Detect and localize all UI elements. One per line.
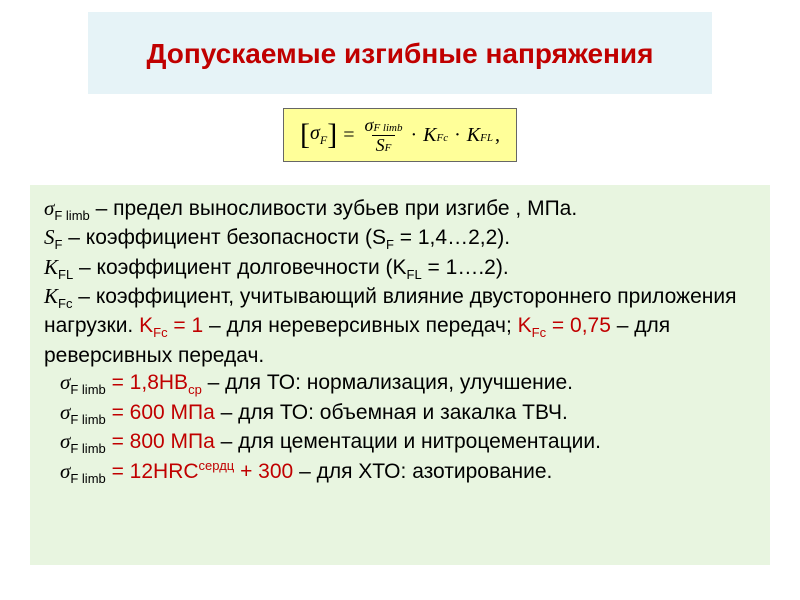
c2-text: – для цементации и нитроцементации. bbox=[215, 430, 601, 453]
def4-r2-pre: K bbox=[518, 314, 532, 337]
c1-text: – для ТО: объемная и закалка ТВЧ. bbox=[215, 401, 568, 424]
formula-lhs: [ σF ] bbox=[300, 120, 337, 150]
formula-lhs-symbol: σ bbox=[310, 122, 320, 144]
def2-text: – коэффициент безопасности (S bbox=[62, 226, 386, 249]
c2-red: = 800 МПа bbox=[106, 430, 215, 453]
formula-trailing: , bbox=[495, 124, 500, 147]
def-line-1: σF limb – предел выносливости зубьев при… bbox=[44, 195, 756, 224]
case-line-1: σF limb = 600 МПа – для ТО: объемная и з… bbox=[44, 399, 756, 428]
def1-sub: F limb bbox=[54, 208, 89, 223]
c3-redsup: сердц bbox=[199, 458, 235, 473]
c0-redsub: ср bbox=[188, 383, 202, 398]
c2-sub: F limb bbox=[70, 441, 105, 456]
c1-red: = 600 МПа bbox=[106, 401, 215, 424]
c1-sub: F limb bbox=[70, 412, 105, 427]
c3-sub: F limb bbox=[70, 472, 105, 487]
case-line-3: σF limb = 12HRCсердц + 300 – для ХТО: аз… bbox=[44, 457, 756, 487]
def4-sub: Fc bbox=[58, 296, 72, 311]
case-line-0: σF limb = 1,8HBср – для ТО: нормализация… bbox=[44, 369, 756, 398]
def4-r1-post: = 1 bbox=[168, 314, 204, 337]
formula-t1-sub: Fc bbox=[436, 132, 448, 144]
formula-lhs-sub: F bbox=[320, 133, 327, 147]
formula-dot1: · bbox=[410, 124, 417, 147]
def2-sub2: F bbox=[386, 238, 394, 253]
formula-t2-sym: K bbox=[467, 124, 480, 146]
c0-sub: F limb bbox=[70, 383, 105, 398]
def3-text2: = 1….2). bbox=[422, 256, 509, 279]
formula-equals: = bbox=[343, 124, 354, 147]
formula-box: [ σF ] = σF limb SF · KFc · KFL, bbox=[283, 108, 517, 162]
def2-text2: = 1,4…2,2). bbox=[394, 226, 510, 249]
formula-t1-sym: K bbox=[423, 124, 436, 146]
def-line-2: SF – коэффициент безопасности (SF = 1,4…… bbox=[44, 224, 756, 253]
c0-red: = 1,8HB bbox=[106, 371, 188, 394]
formula-den-sub: F bbox=[385, 142, 392, 154]
def4-r2-post: = 0,75 bbox=[546, 314, 611, 337]
formula-term2: KFL bbox=[467, 124, 493, 147]
def1-sym: σ bbox=[44, 196, 54, 220]
def4-r2-sub: Fc bbox=[532, 326, 546, 341]
title-box: Допускаемые изгибные напряжения bbox=[88, 12, 712, 94]
def3-sub2: FL bbox=[407, 267, 422, 282]
def-line-3: KFL – коэффициент долговечности (KFL = 1… bbox=[44, 254, 756, 283]
formula-fraction: σF limb SF bbox=[365, 116, 403, 155]
definitions-box: σF limb – предел выносливости зубьев при… bbox=[30, 185, 770, 565]
c0-sym: σ bbox=[60, 370, 70, 394]
c2-sym: σ bbox=[60, 429, 70, 453]
formula-t2-sub: FL bbox=[480, 132, 493, 144]
c1-sym: σ bbox=[60, 400, 70, 424]
def1-text: – предел выносливости зубьев при изгибе … bbox=[90, 197, 577, 220]
formula-term1: KFc bbox=[423, 124, 448, 147]
formula-num-sub: F limb bbox=[373, 122, 402, 134]
c0-text: – для ТО: нормализация, улучшение. bbox=[202, 371, 573, 394]
def4-mid: – для нереверсивных передач; bbox=[203, 314, 517, 337]
formula-den-sym: S bbox=[376, 135, 385, 155]
c3-sym: σ bbox=[60, 459, 70, 483]
formula-dot2: · bbox=[454, 124, 461, 147]
c3-redpost: + 300 bbox=[234, 460, 293, 483]
def3-text: – коэффициент долговечности (K bbox=[73, 256, 406, 279]
def3-sym: K bbox=[44, 255, 58, 279]
page-title: Допускаемые изгибные напряжения bbox=[147, 36, 654, 71]
def4-r1-sub: Fc bbox=[153, 326, 167, 341]
c3-text: – для ХТО: азотирование. bbox=[293, 460, 552, 483]
def2-sym: S bbox=[44, 225, 55, 249]
def-line-4: KFc – коэффициент, учитывающий влияние д… bbox=[44, 283, 756, 369]
def3-sub: FL bbox=[58, 267, 73, 282]
case-line-2: σF limb = 800 МПа – для цементации и нит… bbox=[44, 428, 756, 457]
def4-r1-pre: K bbox=[139, 314, 153, 337]
c3-red: = 12HRC bbox=[106, 460, 199, 483]
def4-sym: K bbox=[44, 284, 58, 308]
